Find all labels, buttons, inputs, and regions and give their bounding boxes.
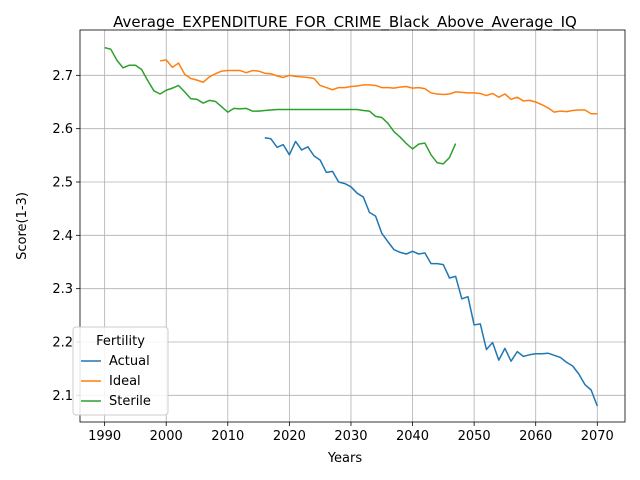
chart-title: Average_EXPENDITURE_FOR_CRIME_Black_Abov… — [113, 13, 577, 32]
y-tick-label: 2.7 — [52, 69, 73, 84]
x-tick-label: 2020 — [273, 429, 306, 444]
x-tick-label: 2000 — [150, 429, 183, 444]
y-tick-label: 2.4 — [52, 229, 73, 244]
axis-ticks: 1990 2000 2010 2020 2030 2040 2050 2060 2070 2.1 2… — [52, 69, 614, 444]
legend: Fertility Actual Ideal Sterile — [72, 326, 169, 416]
x-tick-label: 1990 — [88, 429, 121, 444]
x-tick-label: 2060 — [519, 429, 552, 444]
y-axis-label: Score(1-3) — [15, 192, 30, 260]
grid-lines — [80, 30, 625, 422]
y-tick-label: 2.2 — [52, 336, 73, 351]
series-lines — [104, 46, 598, 407]
legend-label-actual: Actual — [109, 354, 150, 369]
y-tick-label: 2.3 — [52, 282, 73, 297]
legend-label-ideal: Ideal — [109, 374, 141, 389]
y-tick-label: 2.6 — [52, 122, 73, 137]
legend-title: Fertility — [96, 334, 145, 349]
y-tick-label: 2.1 — [52, 389, 73, 404]
legend-label-sterile: Sterile — [109, 394, 151, 409]
x-tick-label: 2070 — [581, 429, 614, 444]
legend-box — [72, 326, 169, 416]
y-tick-label: 2.5 — [52, 176, 73, 191]
x-tick-label: 2050 — [458, 429, 491, 444]
legend-items: Actual Ideal Sterile — [81, 354, 151, 409]
x-tick-label: 2030 — [334, 429, 367, 444]
x-axis-label: Years — [327, 451, 363, 466]
series-line-sterile — [104, 46, 457, 165]
x-tick-label: 2010 — [211, 429, 244, 444]
x-tick-label: 2040 — [396, 429, 429, 444]
plot-area-frame — [79, 29, 626, 423]
series-line-actual — [264, 136, 598, 407]
plot-area-background — [80, 30, 625, 422]
series-line-ideal — [159, 59, 598, 115]
